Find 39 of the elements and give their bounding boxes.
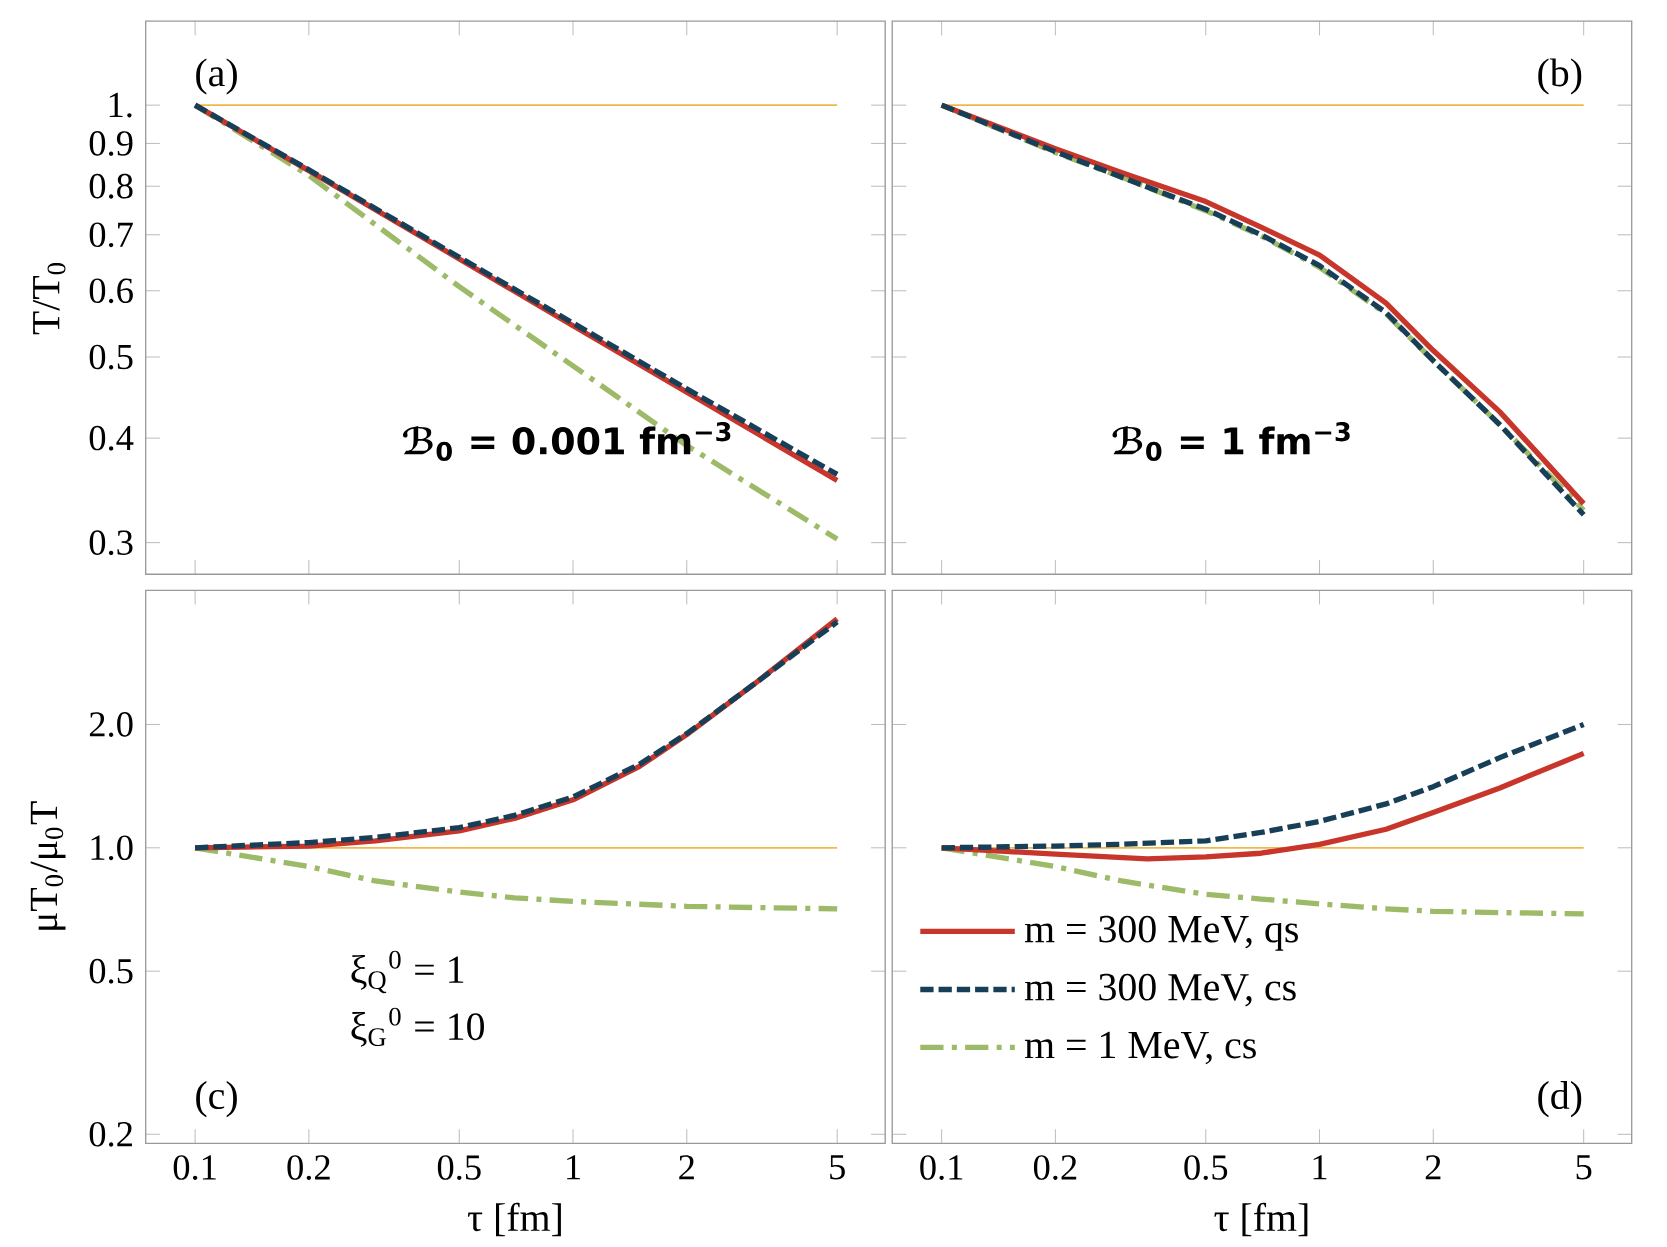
x-tick-label: 0.2 [1033, 1155, 1077, 1180]
y-tick-label: 0.9 [89, 130, 133, 156]
legend-label: m = 300 MeV, qs [1024, 915, 1298, 951]
y-tick-label: 1. [109, 92, 132, 118]
y-tick-label: 0.6 [89, 278, 133, 304]
x-tick-label: 2 [679, 1155, 694, 1180]
x-axis-title: τ [fm] [1214, 1202, 1308, 1237]
x-tick-label: 1 [1313, 1155, 1327, 1180]
legend-label: m = 300 MeV, cs [1024, 973, 1296, 1007]
y-tick-label: 0.5 [89, 958, 133, 984]
x-tick-label: 5 [830, 1155, 845, 1180]
y-tick-label: 0.8 [89, 173, 133, 199]
y-tick-label: 0.3 [89, 530, 133, 555]
annotation: (c) [196, 1080, 237, 1118]
annotation: ℬ$_{0}$ = 0.001 fm$^{−3}$ [402, 421, 731, 461]
x-tick-label: 2 [1425, 1155, 1441, 1180]
legend-label: m = 1 MeV, cs [1024, 1031, 1256, 1065]
x-tick-label: 5 [1576, 1155, 1592, 1180]
annotation: (d) [1538, 1080, 1582, 1118]
x-tick-label: 0.2 [287, 1155, 330, 1180]
y-tick-label: 1.0 [91, 835, 133, 861]
y-axis-title: μT$_{0}$/μ$_{0}$T [30, 801, 66, 930]
x-axis-title: τ [fm] [467, 1202, 561, 1237]
y-tick-label: 0.2 [89, 1121, 132, 1147]
annotation: ξ$_{G}$$^{0}$ = 10 [351, 1007, 484, 1047]
x-tick-label: 0.5 [437, 1155, 481, 1180]
x-tick-label: 0.1 [173, 1155, 216, 1180]
y-axis-title: T/T$_{0}$ [32, 262, 66, 335]
annotation: ℬ$_{0}$ = 1 fm$^{−3}$ [1112, 421, 1350, 461]
y-tick-label: 0.4 [89, 425, 134, 451]
y-tick-label: 0.5 [89, 344, 133, 370]
x-tick-label: 1 [567, 1155, 580, 1180]
y-tick-label: 0.7 [89, 222, 133, 248]
annotation: (a) [196, 58, 237, 95]
y-tick-label: 2.0 [89, 711, 133, 737]
x-tick-label: 0.1 [920, 1155, 963, 1180]
annotation: (b) [1538, 58, 1582, 95]
annotation: ξ$_{Q}$$^{0}$ = 1 [351, 950, 464, 994]
x-tick-label: 0.5 [1184, 1155, 1228, 1180]
